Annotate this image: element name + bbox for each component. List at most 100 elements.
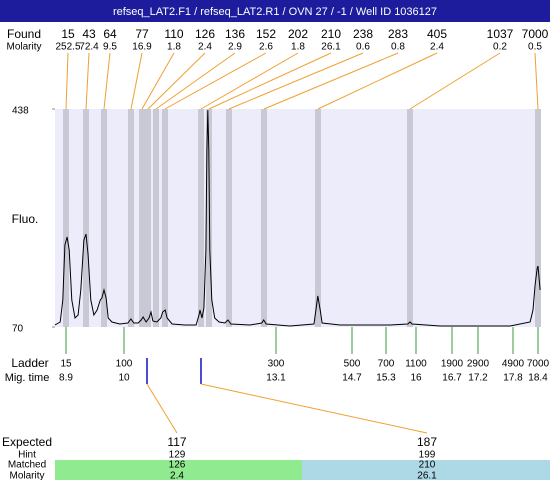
ladder-time: 17.8 — [503, 373, 523, 384]
ladder-size: 500 — [344, 359, 361, 370]
found-connector — [263, 52, 399, 110]
found-band — [162, 109, 168, 327]
expected-molarity-label: Molarity — [9, 471, 44, 480]
found-molarity: 0.6 — [356, 42, 370, 53]
expected-connector — [146, 383, 178, 434]
found-molarity: 72.4 — [79, 42, 99, 53]
found-size: 152 — [256, 27, 276, 41]
found-molarity: 16.9 — [132, 42, 152, 53]
found-size: 238 — [353, 27, 373, 41]
found-band — [315, 109, 321, 327]
found-size: 405 — [427, 27, 447, 41]
found-molarity: 252.5 — [55, 42, 80, 53]
found-size: 110 — [164, 27, 183, 41]
header-bar — [0, 0, 550, 22]
found-band — [261, 109, 267, 327]
expected-connector — [200, 383, 428, 434]
ladder-size: 1100 — [405, 359, 427, 370]
ladder-time: 13.1 — [266, 373, 286, 384]
ladder-size: 300 — [268, 359, 285, 370]
ladder-time: 14.7 — [342, 373, 362, 384]
hint-label: Hint — [18, 450, 36, 461]
found-size: 202 — [288, 27, 308, 41]
found-band — [139, 109, 145, 327]
found-molarity: 0.8 — [391, 42, 405, 53]
found-band — [145, 109, 151, 327]
found-band — [535, 109, 541, 327]
header-title: refseq_LAT2.F1 / refseq_LAT2.R1 / OVN 27… — [113, 6, 437, 18]
found-molarity: 9.5 — [103, 42, 117, 53]
y-tick-label: 70 — [12, 324, 24, 335]
expected-size: 187 — [417, 435, 437, 449]
ladder-size: 700 — [378, 359, 395, 370]
found-size: 64 — [103, 27, 117, 41]
found-label: Found — [7, 27, 41, 41]
found-band — [83, 109, 89, 327]
found-connector — [534, 52, 539, 110]
found-molarity: 1.8 — [167, 42, 181, 53]
found-connector — [130, 52, 143, 110]
expected-molarity: 26.1 — [417, 471, 437, 480]
ladder-time: 15.3 — [376, 373, 396, 384]
found-molarity: 0.5 — [528, 42, 542, 53]
found-size: 283 — [388, 27, 408, 41]
plot-area — [55, 109, 540, 327]
found-band — [153, 109, 159, 327]
found-connector — [164, 52, 267, 110]
found-size: 136 — [225, 27, 245, 41]
found-connector — [147, 52, 206, 110]
found-connector — [65, 52, 69, 110]
matched-label: Matched — [8, 460, 46, 471]
ladder-time: 18.4 — [528, 373, 548, 384]
matched-bg-1 — [55, 460, 302, 480]
found-band — [198, 109, 204, 327]
found-connector — [155, 52, 236, 110]
matched-bg-2 — [302, 460, 550, 480]
found-connector — [409, 52, 501, 110]
expected-hint: 199 — [419, 450, 436, 461]
found-molarity: 2.4 — [430, 42, 444, 53]
found-connector — [141, 52, 175, 110]
found-molarity: 2.9 — [228, 42, 242, 53]
found-size: 1037 — [487, 27, 514, 41]
found-connector — [208, 52, 332, 110]
found-connector — [200, 52, 299, 110]
y-tick-label: 438 — [12, 106, 29, 117]
ladder-time: 8.9 — [59, 373, 73, 384]
found-size: 210 — [321, 27, 341, 41]
found-molarity: 26.1 — [321, 42, 341, 53]
found-size: 77 — [135, 27, 149, 41]
found-molarity: 2.6 — [259, 42, 273, 53]
trace — [54, 110, 541, 327]
found-band — [226, 109, 232, 327]
expected-molarity: 2.4 — [170, 471, 184, 480]
found-band — [407, 109, 413, 327]
ladder-size: 7000 — [527, 359, 550, 370]
found-connector — [85, 52, 90, 110]
mig-time-label: Mig. time — [5, 372, 50, 384]
ladder-size: 15 — [60, 359, 72, 370]
ladder-time: 16.7 — [442, 373, 462, 384]
found-size: 126 — [195, 27, 215, 41]
ladder-label: Ladder — [11, 356, 48, 370]
expected-matched: 126 — [169, 460, 186, 471]
found-size: 7000 — [522, 27, 549, 41]
expected-matched: 210 — [419, 460, 436, 471]
found-band — [63, 109, 69, 327]
molarity-label: Molarity — [6, 42, 41, 53]
found-connector — [317, 52, 438, 110]
ladder-size: 100 — [116, 359, 133, 370]
found-band — [101, 109, 107, 327]
ladder-size: 2900 — [467, 359, 490, 370]
found-band — [128, 109, 134, 327]
expected-size: 117 — [167, 435, 186, 449]
ladder-time: 16 — [410, 373, 422, 384]
found-molarity: 0.2 — [493, 42, 507, 53]
expected-hint: 129 — [169, 450, 186, 461]
found-connector — [103, 52, 111, 110]
ladder-size: 4900 — [502, 359, 525, 370]
found-connector — [228, 52, 364, 110]
ladder-time: 17.2 — [468, 373, 488, 384]
y-axis-label: Fluo. — [12, 212, 39, 226]
